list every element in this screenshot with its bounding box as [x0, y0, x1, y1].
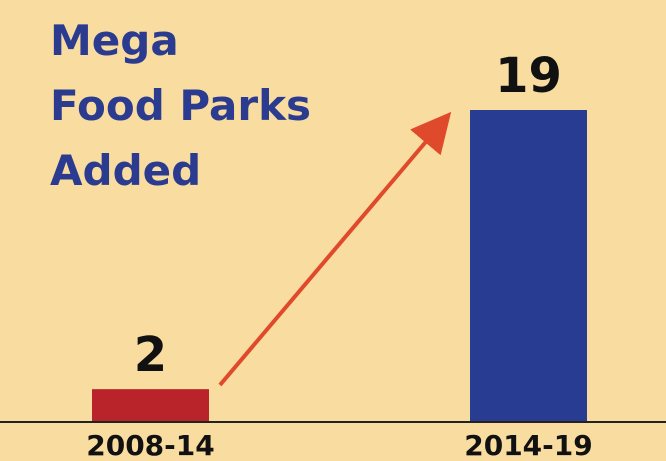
bars-group: 2 2008-14 19 2014-19 [86, 48, 593, 461]
value-label-2014-19: 19 [495, 48, 562, 104]
bar-2008-14 [92, 389, 209, 422]
bar-2014-19 [470, 110, 587, 422]
increase-arrow [218, 111, 452, 387]
chart-title-line-1: Mega [50, 16, 179, 65]
category-label-2014-19: 2014-19 [464, 429, 593, 461]
category-label-2008-14: 2008-14 [86, 429, 215, 461]
chart-title-line-2: Food Parks [50, 81, 311, 130]
chart-title-line-3: Added [50, 146, 201, 195]
value-label-2008-14: 2 [134, 327, 167, 383]
